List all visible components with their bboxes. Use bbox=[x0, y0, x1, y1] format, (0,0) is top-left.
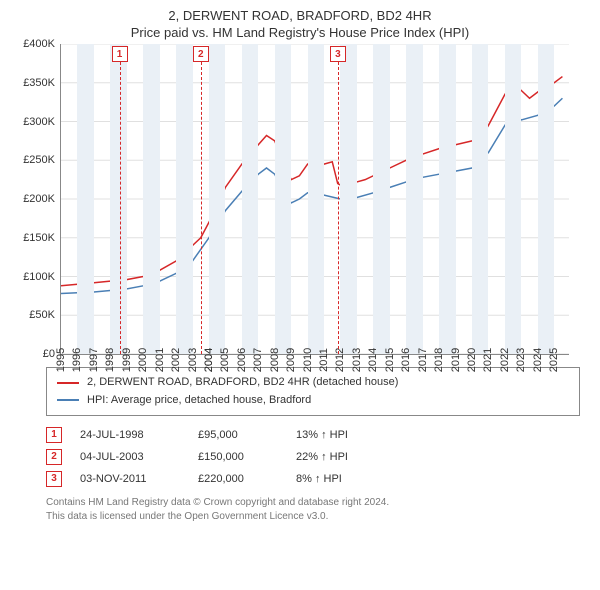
y-tick-label: £100K bbox=[23, 271, 55, 283]
x-tick-label: 2003 bbox=[187, 348, 199, 372]
event-date: 24-JUL-1998 bbox=[80, 424, 180, 446]
event-marker-line bbox=[120, 62, 121, 354]
x-tick-label: 2006 bbox=[236, 348, 248, 372]
footer-attribution: Contains HM Land Registry data © Crown c… bbox=[46, 496, 580, 524]
event-marker-line bbox=[201, 62, 202, 354]
y-tick-label: £400K bbox=[23, 38, 55, 50]
event-date: 04-JUL-2003 bbox=[80, 446, 180, 468]
event-number-box: 1 bbox=[46, 427, 62, 443]
x-tick-label: 1995 bbox=[55, 348, 67, 372]
event-row: 2 04-JUL-2003 £150,000 22% ↑ HPI bbox=[46, 446, 580, 468]
event-number-box: 3 bbox=[46, 471, 62, 487]
footer-line1: Contains HM Land Registry data © Crown c… bbox=[46, 496, 580, 510]
year-band bbox=[176, 44, 192, 354]
x-tick-label: 2017 bbox=[417, 348, 429, 372]
x-tick-label: 2023 bbox=[515, 348, 527, 372]
y-tick-label: £350K bbox=[23, 77, 55, 89]
legend-swatch bbox=[57, 399, 79, 401]
x-tick-label: 1997 bbox=[88, 348, 100, 372]
x-tick-label: 2002 bbox=[170, 348, 182, 372]
footer-line2: This data is licensed under the Open Gov… bbox=[46, 510, 580, 524]
event-delta: 8% ↑ HPI bbox=[296, 468, 342, 490]
year-band bbox=[308, 44, 324, 354]
x-tick-label: 2016 bbox=[400, 348, 412, 372]
year-band bbox=[275, 44, 291, 354]
x-tick-label: 2024 bbox=[532, 348, 544, 372]
x-tick-label: 2015 bbox=[384, 348, 396, 372]
year-band bbox=[406, 44, 422, 354]
x-tick-label: 1996 bbox=[71, 348, 83, 372]
y-tick-label: £250K bbox=[23, 154, 55, 166]
year-band bbox=[505, 44, 521, 354]
year-band bbox=[242, 44, 258, 354]
x-tick-label: 2019 bbox=[450, 348, 462, 372]
chart-title-line1: 2, DERWENT ROAD, BRADFORD, BD2 4HR bbox=[0, 0, 600, 23]
event-price: £95,000 bbox=[198, 424, 278, 446]
legend-row: 2, DERWENT ROAD, BRADFORD, BD2 4HR (deta… bbox=[57, 374, 569, 392]
x-tick-label: 2021 bbox=[482, 348, 494, 372]
year-band bbox=[439, 44, 455, 354]
x-tick-label: 2013 bbox=[351, 348, 363, 372]
event-marker-line bbox=[338, 62, 339, 354]
legend-label: 2, DERWENT ROAD, BRADFORD, BD2 4HR (deta… bbox=[87, 374, 398, 392]
event-row: 3 03-NOV-2011 £220,000 8% ↑ HPI bbox=[46, 468, 580, 490]
legend-row: HPI: Average price, detached house, Brad… bbox=[57, 392, 569, 410]
event-price: £220,000 bbox=[198, 468, 278, 490]
year-band bbox=[340, 44, 356, 354]
event-date: 03-NOV-2011 bbox=[80, 468, 180, 490]
y-tick-label: £50K bbox=[29, 309, 55, 321]
y-tick-label: £200K bbox=[23, 193, 55, 205]
x-tick-label: 2004 bbox=[203, 348, 215, 372]
year-band bbox=[143, 44, 159, 354]
x-tick-label: 2025 bbox=[548, 348, 560, 372]
event-price: £150,000 bbox=[198, 446, 278, 468]
event-number-box: 2 bbox=[46, 449, 62, 465]
legend-label: HPI: Average price, detached house, Brad… bbox=[87, 392, 311, 410]
x-tick-label: 2018 bbox=[433, 348, 445, 372]
x-tick-label: 2009 bbox=[285, 348, 297, 372]
legend-box: 2, DERWENT ROAD, BRADFORD, BD2 4HR (deta… bbox=[46, 367, 580, 416]
legend-swatch bbox=[57, 382, 79, 384]
year-band bbox=[209, 44, 225, 354]
year-band bbox=[373, 44, 389, 354]
year-band bbox=[77, 44, 93, 354]
line-chart: £0£50K£100K£150K£200K£250K£300K£350K£400… bbox=[60, 44, 569, 355]
y-tick-label: £0 bbox=[43, 348, 55, 360]
x-tick-label: 2000 bbox=[137, 348, 149, 372]
event-marker-box: 2 bbox=[193, 46, 209, 62]
x-tick-label: 2001 bbox=[154, 348, 166, 372]
x-tick-label: 2007 bbox=[252, 348, 264, 372]
x-tick-label: 2022 bbox=[499, 348, 511, 372]
x-tick-label: 2008 bbox=[269, 348, 281, 372]
x-tick-label: 2014 bbox=[367, 348, 379, 372]
x-tick-label: 2010 bbox=[302, 348, 314, 372]
event-marker-box: 3 bbox=[330, 46, 346, 62]
year-band bbox=[538, 44, 554, 354]
event-list: 1 24-JUL-1998 £95,000 13% ↑ HPI 2 04-JUL-2003… bbox=[46, 424, 580, 490]
x-tick-label: 2005 bbox=[219, 348, 231, 372]
event-delta: 22% ↑ HPI bbox=[296, 446, 348, 468]
event-marker-box: 1 bbox=[112, 46, 128, 62]
x-tick-label: 1998 bbox=[104, 348, 116, 372]
event-delta: 13% ↑ HPI bbox=[296, 424, 348, 446]
y-tick-label: £150K bbox=[23, 232, 55, 244]
y-tick-label: £300K bbox=[23, 116, 55, 128]
x-tick-label: 1999 bbox=[121, 348, 133, 372]
x-tick-label: 2012 bbox=[334, 348, 346, 372]
x-tick-label: 2011 bbox=[318, 348, 330, 372]
year-band bbox=[472, 44, 488, 354]
chart-title-line2: Price paid vs. HM Land Registry's House … bbox=[0, 23, 600, 44]
x-tick-label: 2020 bbox=[466, 348, 478, 372]
event-row: 1 24-JUL-1998 £95,000 13% ↑ HPI bbox=[46, 424, 580, 446]
